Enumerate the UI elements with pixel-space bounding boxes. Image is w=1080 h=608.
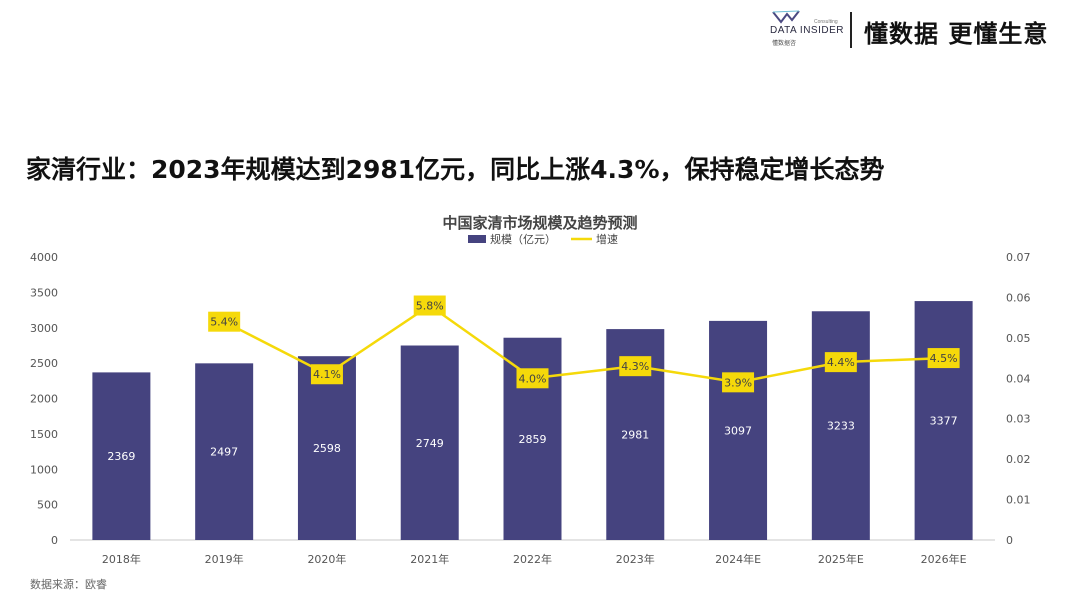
brand-header: Consulting DATA INSIDER 懂数据咨 懂数据 更懂生意: [768, 8, 1068, 52]
logo-wave-icon: [772, 10, 800, 24]
growth-point-2023年: [619, 356, 652, 377]
bar-value-label: 2981: [621, 429, 649, 442]
growth-value-label: 4.5%: [930, 352, 958, 365]
growth-value-label: 4.0%: [519, 372, 547, 385]
legend-label-bar: 规模（亿元）: [490, 232, 556, 246]
page-headline: 家清行业：2023年规模达到2981亿元，同比上涨4.3%，保持稳定增长态势: [26, 155, 885, 184]
growth-point-2020年: [310, 364, 343, 385]
y-right-tick-label: 0.06: [1006, 291, 1031, 304]
brand-divider: [850, 12, 852, 48]
x-tick-label: 2019年: [205, 552, 244, 566]
y-right-tick-label: 0.04: [1006, 372, 1031, 385]
growth-line: [223, 304, 944, 384]
growth-point-2022年: [516, 368, 549, 389]
bar-2021年: [400, 345, 459, 540]
x-tick-label: 2025年E: [818, 552, 864, 566]
brand-name: DATA INSIDER: [770, 25, 844, 36]
bar-value-label: 2749: [416, 437, 444, 450]
growth-value-label: 5.4%: [210, 316, 238, 329]
x-tick-label: 2020年: [307, 552, 346, 566]
y-right-tick-label: 0.05: [1006, 332, 1031, 345]
y-right-tick-label: 0.07: [1006, 251, 1031, 264]
y-right-tick-label: 0.01: [1006, 494, 1031, 507]
x-tick-label: 2022年: [513, 552, 552, 566]
growth-value-label: 4.4%: [827, 356, 855, 369]
y-right-tick-label: 0.03: [1006, 413, 1031, 426]
growth-point-2024年E: [722, 372, 755, 393]
y-left-tick-label: 500: [37, 499, 58, 512]
growth-value-label: 3.9%: [724, 376, 752, 389]
brand-consulting: Consulting: [814, 19, 838, 25]
y-left-tick-label: 3500: [30, 286, 58, 299]
bar-2019年: [195, 363, 254, 540]
brand-subname: 懂数据咨: [772, 41, 797, 47]
chart-title: 中国家清市场规模及趋势预测: [442, 214, 637, 232]
legend-swatch-bar: [468, 235, 486, 243]
bar-value-label: 2598: [313, 442, 341, 455]
bar-2026年E: [914, 301, 973, 540]
growth-value-label: 4.1%: [313, 368, 341, 381]
y-left-tick-label: 3000: [30, 322, 58, 335]
bar-value-label: 2369: [107, 450, 135, 463]
y-left-tick-label: 2000: [30, 393, 58, 406]
bar-value-label: 3377: [930, 415, 958, 428]
brand-logo: Consulting DATA INSIDER 懂数据咨: [768, 8, 843, 48]
bar-2024年E: [709, 320, 768, 540]
bar-2025年E: [811, 311, 870, 540]
y-left-tick-label: 1000: [30, 463, 58, 476]
y-right-tick-label: 0: [1006, 534, 1013, 547]
bar-value-label: 3233: [827, 420, 855, 433]
growth-value-label: 4.3%: [621, 360, 649, 373]
x-tick-label: 2023年: [616, 552, 655, 566]
growth-value-label: 5.8%: [416, 300, 444, 313]
y-left-tick-label: 0: [51, 534, 58, 547]
bar-2018年: [92, 372, 151, 540]
bar-value-label: 2859: [519, 433, 547, 446]
growth-point-2026年E: [927, 348, 960, 369]
data-source: 数据来源：欧睿: [30, 578, 107, 591]
growth-point-2019年: [208, 311, 241, 332]
growth-point-2025年E: [824, 352, 857, 373]
x-tick-label: 2024年E: [715, 552, 761, 566]
bar-value-label: 2497: [210, 446, 238, 459]
brand-slogan: 懂数据 更懂生意: [864, 20, 1049, 48]
y-left-tick-label: 4000: [30, 251, 58, 264]
y-left-tick-label: 1500: [30, 428, 58, 441]
x-tick-label: 2021年: [410, 552, 449, 566]
y-left-tick-label: 2500: [30, 357, 58, 370]
y-right-tick-label: 0.02: [1006, 453, 1031, 466]
x-tick-label: 2026年E: [921, 552, 967, 566]
bar-value-label: 3097: [724, 424, 752, 437]
bar-2020年: [297, 356, 356, 540]
legend-label-line: 增速: [596, 232, 618, 246]
growth-point-2021年: [413, 295, 446, 316]
x-tick-label: 2018年: [102, 552, 141, 566]
